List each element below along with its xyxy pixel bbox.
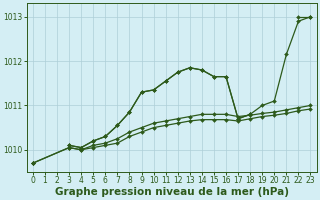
X-axis label: Graphe pression niveau de la mer (hPa): Graphe pression niveau de la mer (hPa) — [55, 187, 289, 197]
